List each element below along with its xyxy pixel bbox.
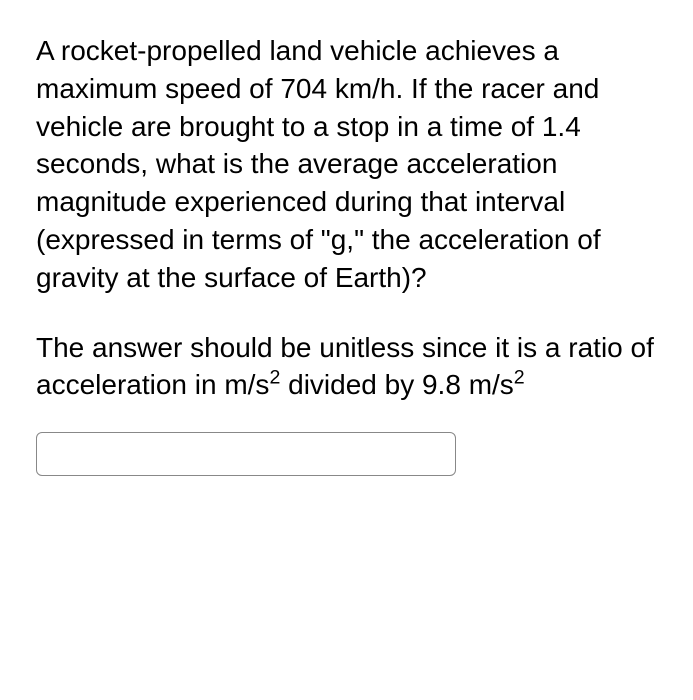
- hint-mid: divided by 9.8 m/s: [280, 369, 513, 400]
- question-text-main: A rocket-propelled land vehicle achieves…: [36, 35, 601, 293]
- answer-input[interactable]: [36, 432, 456, 476]
- exponent-1: 2: [269, 367, 280, 389]
- question-paragraph-1: A rocket-propelled land vehicle achieves…: [36, 32, 657, 297]
- exponent-2: 2: [514, 367, 525, 389]
- question-paragraph-2: The answer should be unitless since it i…: [36, 329, 657, 405]
